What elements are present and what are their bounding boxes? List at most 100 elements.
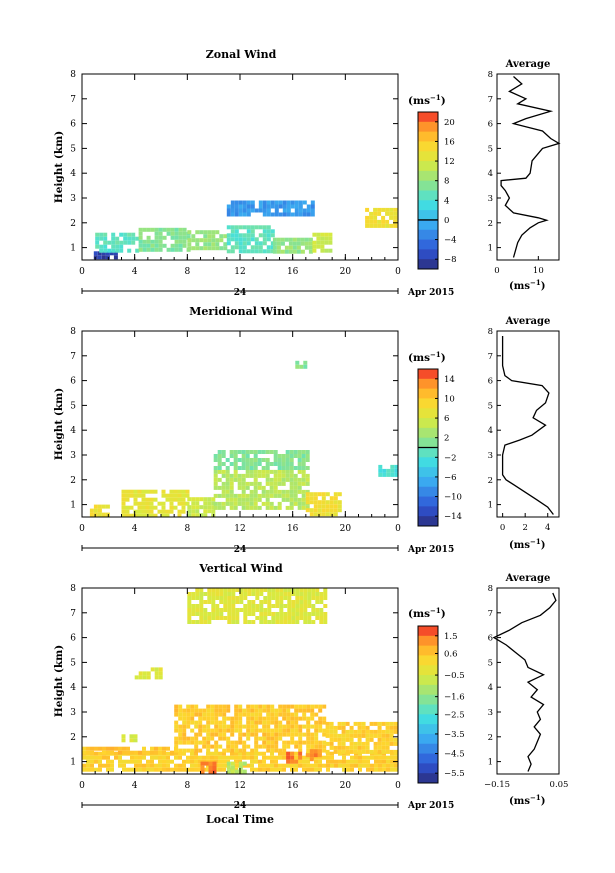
heatmap-cell	[325, 725, 330, 730]
colorbar-segment	[418, 496, 438, 507]
heatmap-cell	[257, 497, 262, 502]
heatmap-cell	[254, 728, 259, 733]
heatmap-cell	[214, 748, 219, 753]
heatmap-cell	[150, 763, 154, 768]
heatmap-cell	[357, 749, 362, 754]
heatmap-cell	[206, 704, 211, 709]
heatmap-cell	[169, 497, 174, 502]
heatmap-cell	[121, 734, 126, 739]
heatmap-cell	[381, 207, 386, 212]
heatmap-cell	[390, 759, 394, 764]
heatmap-cell	[162, 755, 166, 760]
heatmap-cell	[178, 243, 183, 248]
heatmap-cell	[158, 667, 163, 672]
heatmap-cell	[300, 237, 305, 242]
heatmap-cell	[318, 704, 323, 709]
colorbar-segment	[418, 467, 438, 478]
heatmap-cell	[307, 596, 312, 600]
colorbar-segment	[418, 427, 438, 439]
heatmap-cell	[262, 212, 267, 217]
heatmap-cell	[300, 241, 305, 246]
heatmap-cell	[293, 454, 298, 458]
x-tick-label: 0	[395, 267, 401, 277]
heatmap-cell	[294, 208, 299, 213]
heatmap-cell	[191, 620, 196, 624]
heatmap-cell	[250, 751, 254, 756]
heatmap-cell	[266, 744, 271, 749]
heatmap-cell	[142, 750, 146, 755]
heatmap-cell	[225, 481, 230, 486]
heatmap-cell	[350, 759, 354, 764]
heatmap-cell	[210, 712, 215, 717]
profile-x-tick-label: 0	[500, 523, 505, 533]
heatmap-cell	[246, 249, 251, 254]
heatmap-cell	[174, 744, 179, 749]
heatmap-cell	[170, 227, 175, 232]
heatmap-cell	[286, 720, 291, 725]
profile-y-tick-label: 2	[488, 219, 493, 229]
heatmap-cell	[242, 732, 247, 737]
heatmap-cell	[241, 501, 246, 506]
heatmap-cell	[211, 596, 216, 600]
heatmap-cell	[313, 504, 318, 509]
heatmap-cell	[191, 513, 196, 517]
heatmap-cell	[309, 500, 314, 505]
heatmap-cell	[373, 207, 378, 212]
heatmap-cell	[373, 211, 378, 216]
heatmap-cell	[324, 240, 329, 245]
heatmap-cell	[282, 208, 287, 213]
heatmap-cell	[195, 596, 200, 600]
heatmap-cell	[111, 244, 116, 249]
heatmap-cell	[226, 704, 231, 709]
heatmap-cell	[203, 612, 208, 616]
heatmap-cell	[274, 204, 279, 209]
heatmap-cell	[174, 708, 179, 713]
heatmap-cell	[353, 733, 358, 738]
heatmap-cell	[86, 755, 90, 760]
heatmap-cell	[182, 740, 187, 745]
heatmap-cell	[90, 755, 94, 760]
heatmap-cell	[282, 744, 287, 749]
heatmap-cell	[318, 759, 322, 764]
heatmap-cell	[134, 755, 138, 760]
heatmap-cell	[289, 469, 294, 474]
heatmap-cell	[299, 612, 304, 616]
heatmap-cell	[153, 513, 158, 517]
heatmap-cell	[307, 612, 312, 616]
heatmap-cell	[129, 734, 134, 739]
heatmap-cell	[337, 741, 342, 746]
heatmap-cell	[142, 763, 146, 768]
heatmap-cell	[237, 458, 242, 462]
heatmap-cell	[266, 245, 271, 250]
heatmap-cell	[361, 725, 366, 730]
heatmap-cell	[304, 237, 309, 242]
heatmap-cell	[385, 207, 390, 212]
heatmap-cell	[234, 755, 238, 760]
heatmap-cell	[291, 616, 296, 620]
heatmap-cell	[276, 245, 281, 250]
heatmap-cell	[377, 223, 382, 228]
heatmap-cell	[106, 750, 110, 755]
heatmap-cell	[310, 724, 315, 729]
heatmap-cell	[158, 750, 162, 755]
heatmap-cell	[349, 737, 354, 742]
heatmap-cell	[238, 755, 242, 760]
heatmap-cell	[295, 616, 300, 620]
heatmap-cell	[361, 729, 366, 734]
heatmap-cell	[86, 750, 90, 755]
heatmap-cell	[98, 763, 102, 768]
heatmap-cell	[295, 592, 300, 596]
heatmap-cell	[270, 740, 275, 745]
heatmap-cell	[285, 473, 290, 478]
heatmap-cell	[221, 489, 226, 494]
heatmap-cell	[382, 472, 387, 477]
heatmap-cell	[273, 477, 278, 482]
heatmap-cell	[126, 750, 130, 755]
heatmap-cell	[394, 464, 398, 469]
heatmap-cell	[231, 600, 236, 604]
y-tick-label: 1	[70, 758, 76, 768]
heatmap-cell	[137, 505, 142, 510]
heatmap-cell	[118, 750, 122, 755]
heatmap-cell	[182, 724, 187, 729]
